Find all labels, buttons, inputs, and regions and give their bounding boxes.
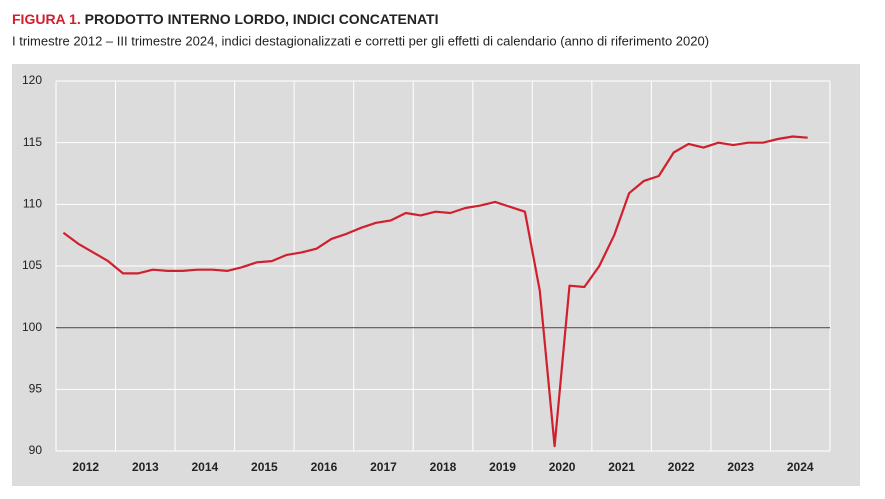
x-tick-label: 2017 [370,460,397,474]
y-tick-label: 100 [22,320,42,334]
x-tick-label: 2022 [668,460,695,474]
y-tick-label: 105 [22,258,42,272]
chart-title: FIGURA 1. PRODOTTO INTERNO LORDO, INDICI… [12,11,439,27]
x-tick-label: 2012 [72,460,99,474]
x-tick-label: 2016 [311,460,338,474]
title: PRODOTTO INTERNO LORDO, INDICI CONCATENA… [85,11,439,27]
figure-label: FIGURA 1. [12,11,81,27]
y-tick-label: 95 [29,382,43,396]
y-tick-label: 115 [23,135,42,149]
subtitle: I trimestre 2012 – III trimestre 2024, i… [12,33,709,48]
y-tick-label: 90 [29,443,43,457]
x-tick-label: 2013 [132,460,159,474]
plot-background [12,64,860,486]
x-tick-label: 2019 [489,460,516,474]
y-tick-label: 110 [23,197,42,211]
x-tick-label: 2015 [251,460,278,474]
x-tick-label: 2018 [430,460,457,474]
y-tick-label: 120 [22,73,42,87]
line-series [62,135,808,448]
x-tick-label: 2020 [549,460,576,474]
x-tick-label: 2021 [608,460,635,474]
x-tick-label: 2014 [191,460,218,474]
x-tick-label: 2024 [787,460,814,474]
x-tick-label: 2023 [727,460,754,474]
